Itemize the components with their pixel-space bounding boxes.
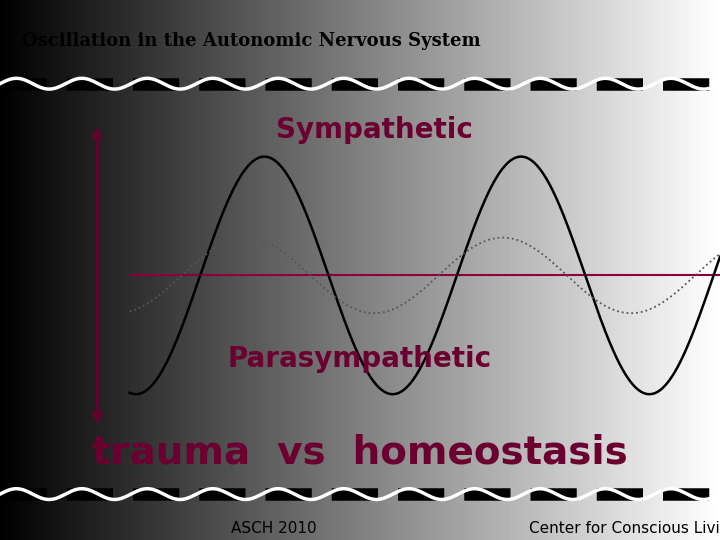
Text: Center for Conscious Living: Center for Conscious Living: [528, 521, 720, 536]
Text: ASCH 2010: ASCH 2010: [231, 521, 316, 536]
Text: Oscillation in the Autonomic Nervous System: Oscillation in the Autonomic Nervous Sys…: [22, 31, 480, 50]
Text: Sympathetic: Sympathetic: [276, 116, 473, 144]
Text: trauma  vs  homeostasis: trauma vs homeostasis: [92, 434, 628, 471]
Text: Parasympathetic: Parasympathetic: [228, 345, 492, 373]
